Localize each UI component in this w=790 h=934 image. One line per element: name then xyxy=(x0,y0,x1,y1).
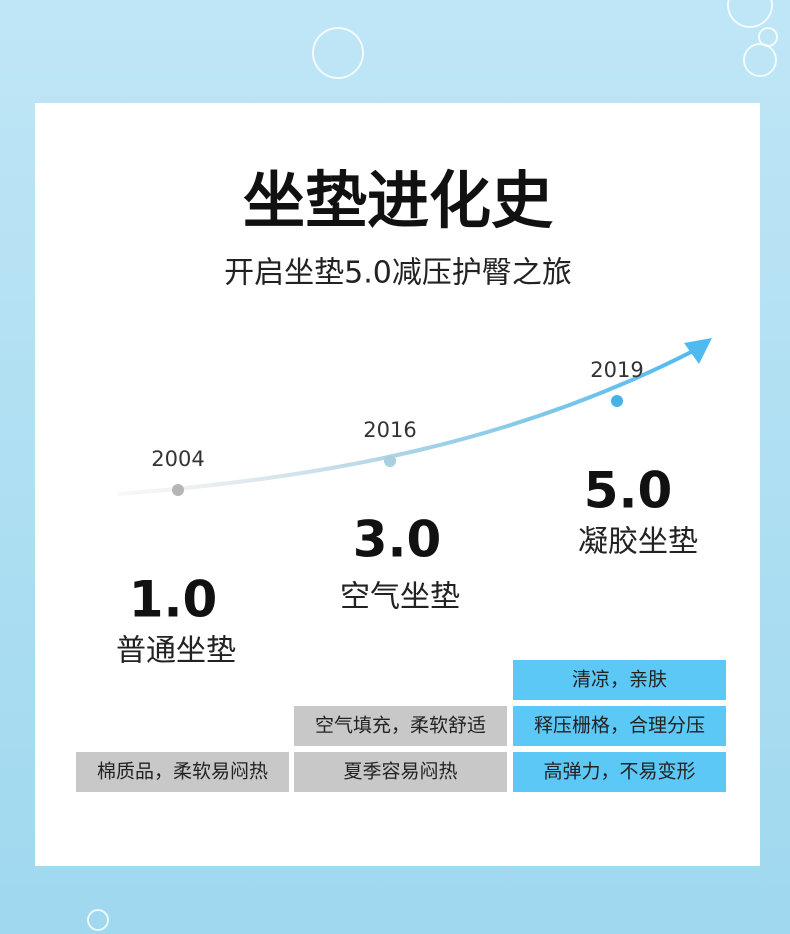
bubbles xyxy=(87,0,778,931)
feature-text: 棉质品，柔软易闷热 xyxy=(97,761,268,783)
version: 1.0 xyxy=(129,571,218,629)
timeline-dot xyxy=(611,395,623,407)
feature-box xyxy=(513,660,726,700)
title: 坐垫进化史 xyxy=(243,164,553,237)
product-name: 空气坐垫 xyxy=(340,580,460,615)
timeline-dot xyxy=(384,455,396,467)
feature-box xyxy=(513,706,726,746)
product-name: 凝胶坐垫 xyxy=(578,525,698,560)
timeline-arrow xyxy=(684,338,712,364)
product-name: 普通坐垫 xyxy=(116,634,236,669)
feature-box xyxy=(294,752,507,792)
subtitle: 开启坐垫5.0减压护臀之旅 xyxy=(224,256,572,291)
version: 5.0 xyxy=(584,462,673,520)
timeline-curve xyxy=(117,348,696,496)
year: 2019 xyxy=(590,358,643,382)
version: 3.0 xyxy=(353,511,442,569)
feature-text: 夏季容易闷热 xyxy=(343,761,457,783)
timeline-dot xyxy=(172,484,184,496)
year: 2004 xyxy=(151,447,204,471)
feature-text: 空气填充，柔软舒适 xyxy=(315,715,486,737)
feature-box xyxy=(76,752,289,792)
feature-text: 清凉，亲肤 xyxy=(572,669,667,691)
feature-text: 释压栅格，合理分压 xyxy=(534,715,705,737)
feature-text: 高弹力，不易变形 xyxy=(543,761,695,783)
year: 2016 xyxy=(363,418,416,442)
feature-box xyxy=(294,706,507,746)
feature-box xyxy=(513,752,726,792)
